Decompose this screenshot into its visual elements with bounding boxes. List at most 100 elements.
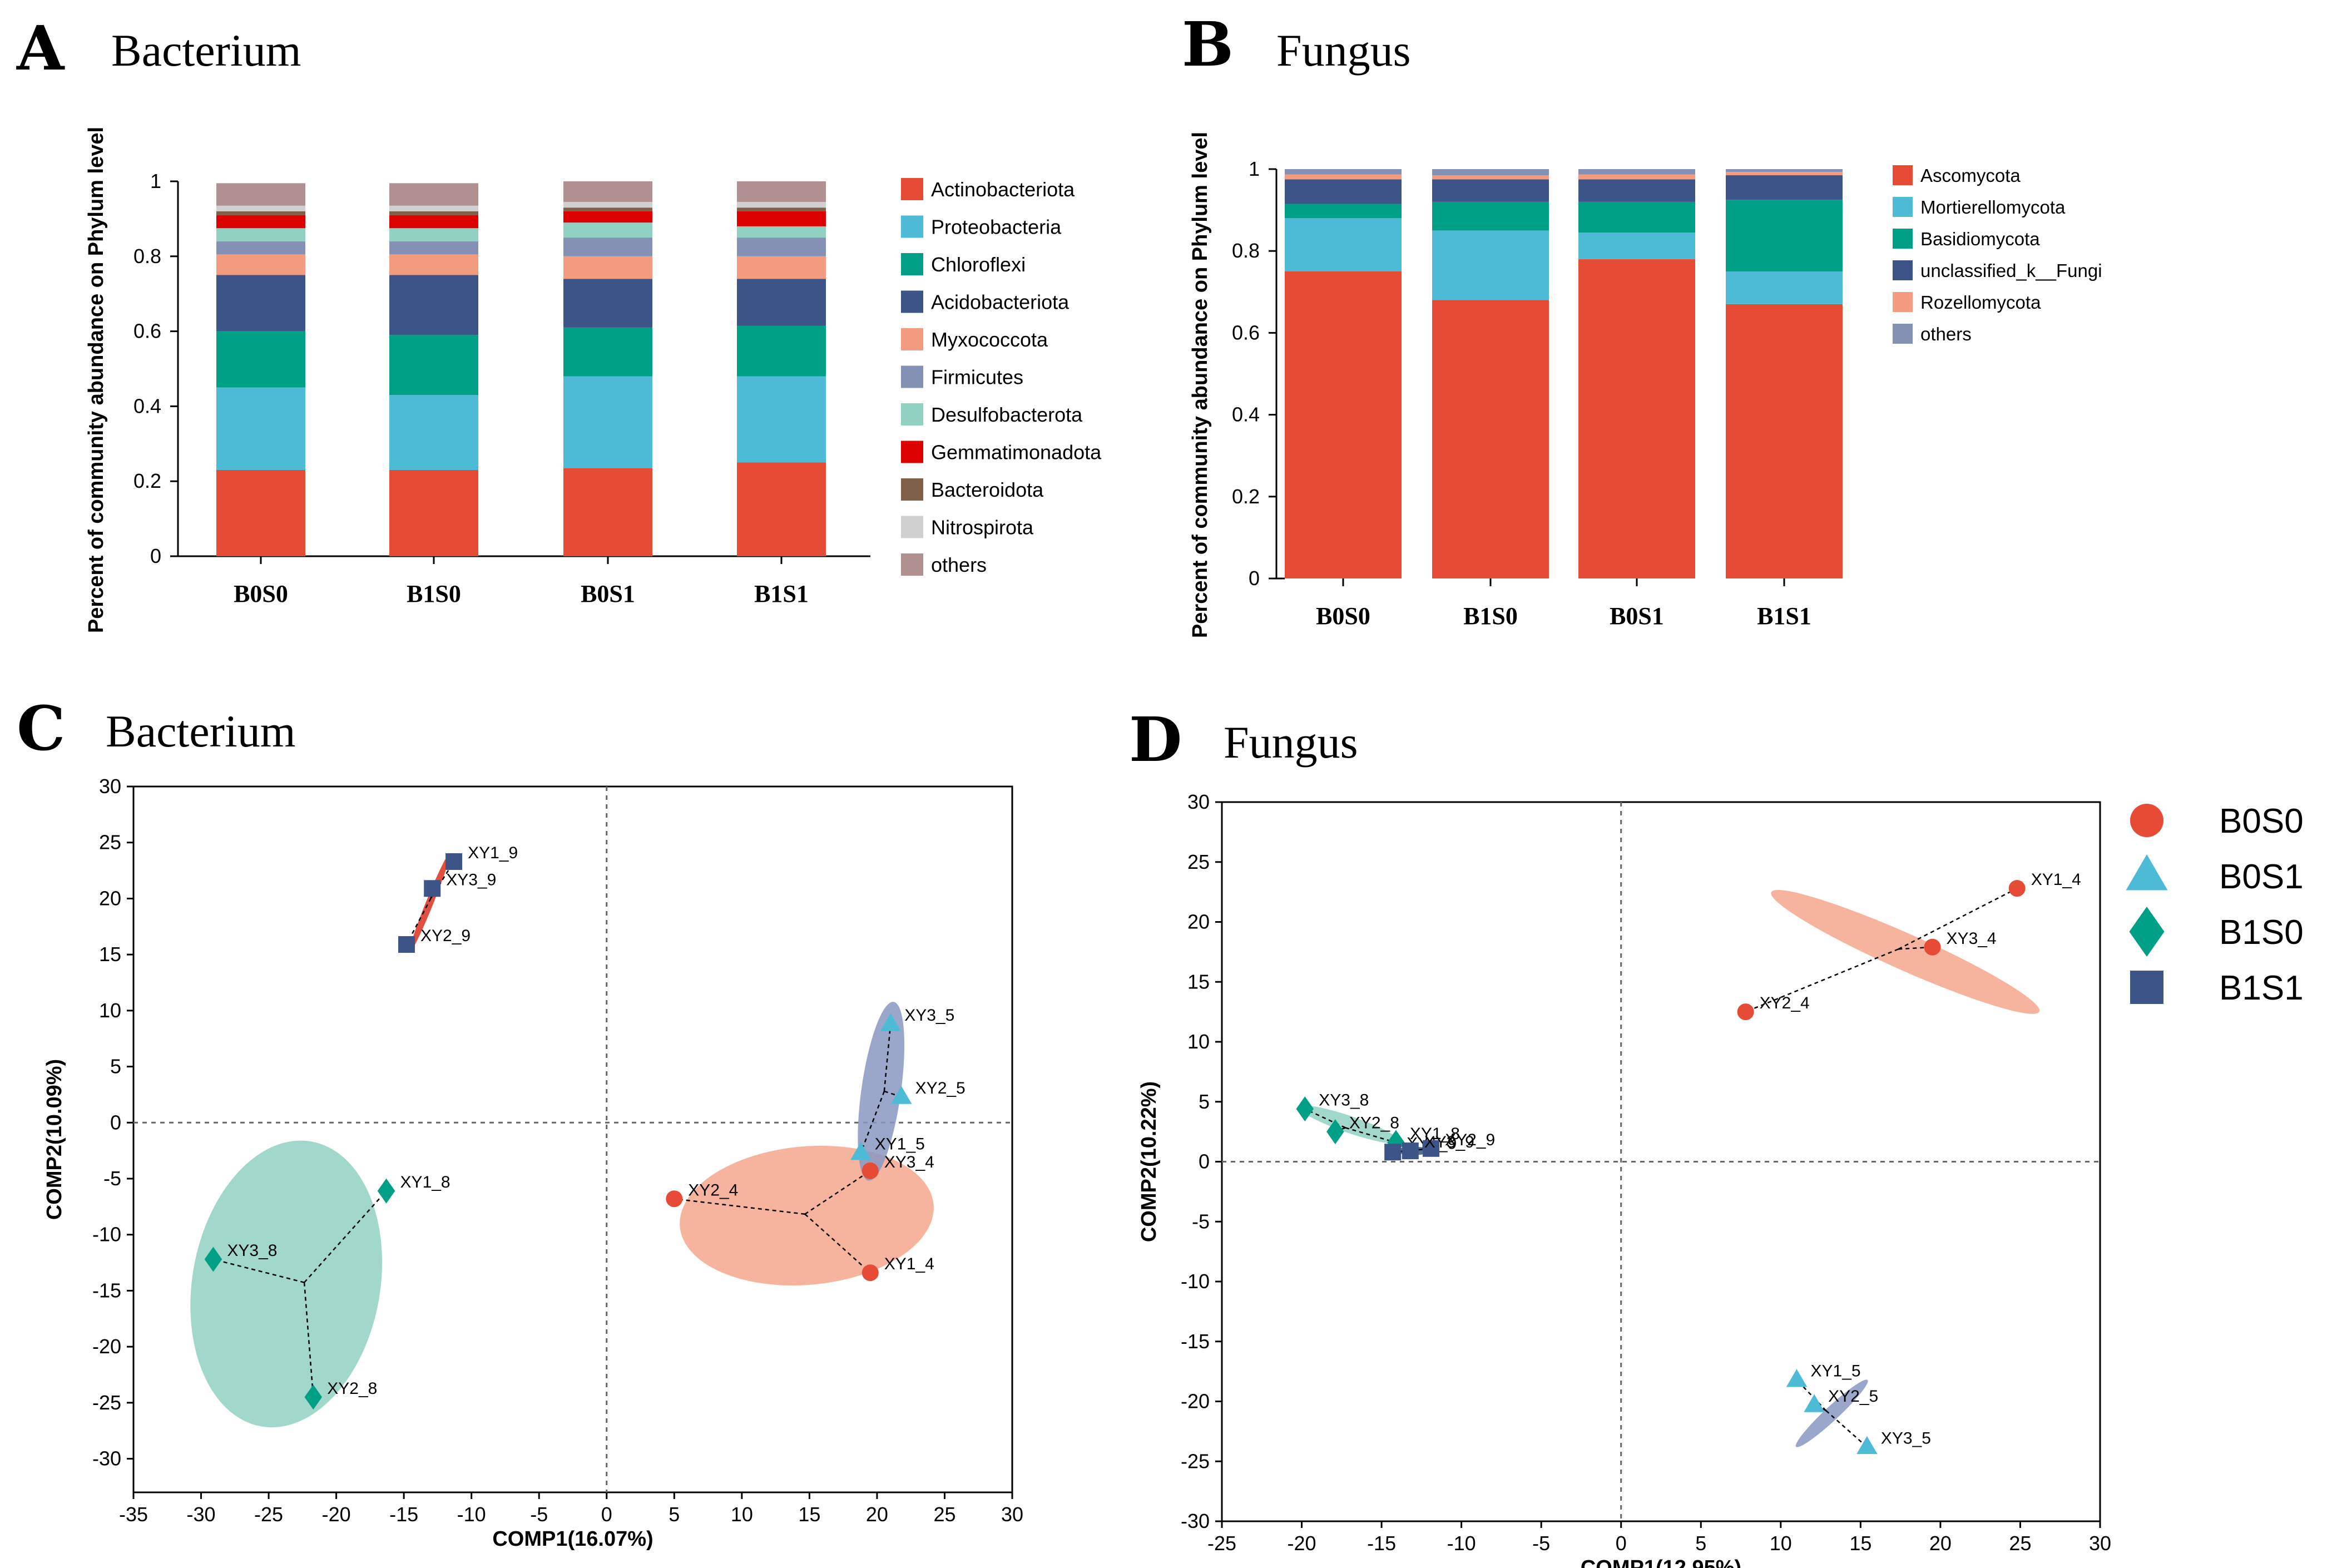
x-tick-label: 25 bbox=[2009, 1532, 2031, 1555]
y-tick-label: 0 bbox=[1249, 567, 1260, 590]
legend-swatch bbox=[901, 478, 923, 501]
centroid-spoke bbox=[1898, 888, 2018, 950]
x-tick-label: -15 bbox=[389, 1503, 418, 1526]
bar-segment-chloroflexi bbox=[563, 327, 652, 377]
point-label: XY1_8 bbox=[400, 1173, 450, 1191]
data-point bbox=[1786, 1369, 1808, 1387]
point-label: XY2_5 bbox=[1828, 1387, 1878, 1406]
legend-swatch bbox=[901, 328, 923, 350]
data-point bbox=[445, 853, 463, 870]
x-tick-label: -35 bbox=[119, 1503, 148, 1526]
bar-segment-others bbox=[389, 183, 478, 206]
legend-swatch bbox=[1893, 229, 1913, 249]
legend-label: Firmicutes bbox=[931, 365, 1023, 388]
bar-segment-others bbox=[1578, 169, 1695, 175]
legend-label: Bacteroidota bbox=[931, 478, 1044, 501]
y-tick-label: -10 bbox=[92, 1223, 121, 1246]
y-tick-label: 0.4 bbox=[1232, 403, 1260, 426]
chart-a-bacterium-bars: 0 0.2 0.4 0.6 0.8 1 Percent of community abund… bbox=[85, 127, 1102, 633]
bar-segment-actinobacteriota bbox=[216, 469, 305, 556]
legend-swatch bbox=[901, 253, 923, 275]
legend-label: Ascomycota bbox=[1920, 165, 2021, 186]
x-category-label: B1S0 bbox=[1463, 602, 1518, 630]
bar-segment-actinobacteriota bbox=[389, 469, 478, 556]
y-tick-label: -5 bbox=[1192, 1210, 1210, 1233]
x-tick-label: -15 bbox=[1367, 1532, 1396, 1555]
y-tick-label: -25 bbox=[92, 1391, 121, 1414]
panel-d-letter: D bbox=[1129, 704, 1182, 775]
bar-segment-ascomycota bbox=[1432, 300, 1549, 578]
bar-segment-nitrospirota bbox=[563, 202, 652, 208]
x-tick-label: 0 bbox=[1616, 1532, 1627, 1555]
panel-b-letter: B bbox=[1182, 8, 1234, 80]
legend-swatch bbox=[1893, 324, 1913, 344]
bar-segment-mortierellomycota bbox=[1285, 218, 1402, 271]
confidence-ellipse-b0s0 bbox=[1771, 889, 2040, 1014]
x-tick-label: -10 bbox=[457, 1503, 486, 1526]
y-tick-label: 5 bbox=[1199, 1090, 1210, 1113]
y-tick-label: -15 bbox=[1181, 1330, 1210, 1353]
chart-b-fungus-bars: 0 0.2 0.4 0.6 0.8 1 Percent of community abund… bbox=[1189, 132, 2102, 638]
data-point bbox=[1423, 1140, 1440, 1157]
legend-swatch bbox=[901, 553, 923, 576]
bar-segment-others bbox=[737, 181, 826, 202]
y-tick-label: 0 bbox=[1199, 1150, 1210, 1173]
bar-segment-firmicutes bbox=[563, 238, 652, 256]
legend-label: Mortierellomycota bbox=[1920, 197, 2066, 217]
data-point bbox=[2130, 971, 2163, 1004]
y-tick-label: 0 bbox=[110, 1111, 121, 1134]
x-tick-label: 25 bbox=[933, 1503, 955, 1526]
legend-swatch bbox=[1893, 165, 1913, 185]
point-label: XY1_9 bbox=[468, 844, 518, 862]
bar-segment-unclassified-k-fungi bbox=[1726, 175, 1843, 200]
legend-label: Rozellomycota bbox=[1920, 292, 2041, 313]
x-category-label: B1S0 bbox=[407, 580, 461, 607]
bar-segment-actinobacteriota bbox=[563, 468, 652, 556]
point-label: XY3_4 bbox=[1947, 929, 1997, 948]
x-tick-label: -10 bbox=[1447, 1532, 1476, 1555]
panel-c-title: Bacterium bbox=[106, 706, 296, 756]
y-tick-label: 1 bbox=[1249, 157, 1260, 180]
bar-segment-bacteroidota bbox=[389, 211, 478, 215]
point-label: XY3_9 bbox=[446, 870, 496, 889]
point-label: XY3_5 bbox=[1881, 1429, 1931, 1447]
bar-segment-nitrospirota bbox=[216, 205, 305, 211]
y-tick-label: 0.8 bbox=[1232, 239, 1260, 262]
legend-swatch bbox=[901, 365, 923, 388]
centroid-spoke bbox=[804, 1170, 871, 1215]
bar-segment-desulfobacterota bbox=[737, 226, 826, 238]
x-tick-label: 20 bbox=[866, 1503, 888, 1526]
legend-swatch bbox=[901, 290, 923, 313]
y-tick-label: 20 bbox=[1187, 911, 1210, 933]
x-tick-label: 5 bbox=[1695, 1532, 1706, 1555]
legend-label: others bbox=[1920, 324, 1972, 344]
bar-segment-basidiomycota bbox=[1432, 201, 1549, 231]
bar-segment-basidiomycota bbox=[1578, 201, 1695, 233]
x-tick-label: -5 bbox=[1532, 1532, 1550, 1555]
legend-swatch bbox=[1893, 260, 1913, 280]
x-axis-title: COMP1(16.07%) bbox=[492, 1527, 653, 1551]
data-point bbox=[1924, 938, 1941, 956]
bar-segment-unclassified-k-fungi bbox=[1432, 179, 1549, 202]
legend-label: Gemmatimonadota bbox=[931, 441, 1102, 463]
legend-label: others bbox=[931, 553, 987, 576]
chart-d-fungus-scatter: -25 -20 -15 -10 -5 0 5 10 15 20 25 30-30-25-20-15-1… bbox=[1137, 790, 2304, 1568]
x-category-label: B0S1 bbox=[581, 580, 635, 607]
bar-segment-rozellomycota bbox=[1285, 174, 1402, 180]
centroid-spoke bbox=[303, 1282, 314, 1397]
bar-segment-proteobacteria bbox=[389, 395, 478, 470]
y-tick-label: 25 bbox=[1187, 850, 1210, 873]
data-point bbox=[204, 1247, 222, 1272]
data-point bbox=[377, 1178, 395, 1204]
point-label: XY1_4 bbox=[2031, 870, 2081, 889]
x-tick-label: 10 bbox=[731, 1503, 753, 1526]
bar-segment-nitrospirota bbox=[389, 205, 478, 211]
data-point bbox=[424, 880, 441, 897]
bar-segment-rozellomycota bbox=[1578, 174, 1695, 180]
legend-label: B1S0 bbox=[2219, 913, 2304, 952]
bar-segment-rozellomycota bbox=[1432, 175, 1549, 180]
y-tick-label: 10 bbox=[1187, 1030, 1210, 1053]
legend-label: Acidobacteriota bbox=[931, 290, 1070, 313]
point-label: XY1_5 bbox=[1811, 1362, 1861, 1381]
legend-label: Basidiomycota bbox=[1920, 229, 2040, 249]
